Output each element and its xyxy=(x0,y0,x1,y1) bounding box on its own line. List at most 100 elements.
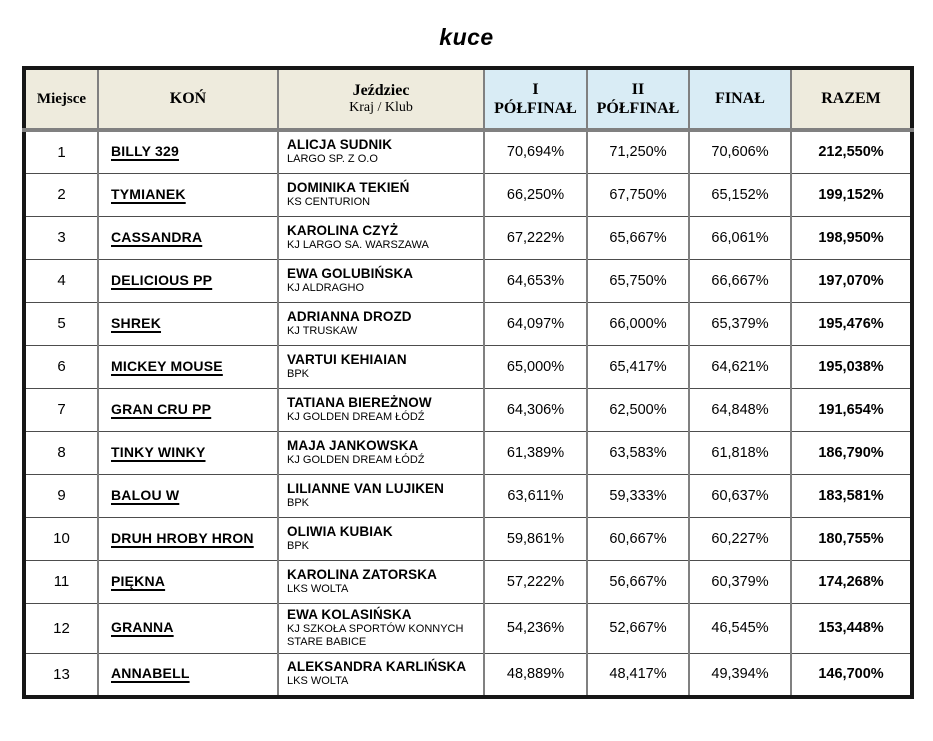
column-header-rider: Jeździec Kraj / Klub xyxy=(277,67,485,132)
score-final: 61,818% xyxy=(688,430,792,475)
rider-cell: ALICJA SUDNIK LARGO SP. Z O.O xyxy=(277,129,485,174)
score-final: 46,545% xyxy=(688,602,792,654)
score-semifinal-2: 67,750% xyxy=(586,172,690,217)
column-header-semifinal-1-label: PÓŁFINAŁ xyxy=(494,100,577,117)
rider-cell: KAROLINA ZATORSKA LKS WOLTA xyxy=(277,559,485,604)
horse-cell: TINKY WINKY xyxy=(97,430,279,475)
score-semifinal-2: 71,250% xyxy=(586,129,690,174)
score-semifinal-2: 65,750% xyxy=(586,258,690,303)
score-total: 146,700% xyxy=(790,653,913,697)
rider-cell: MAJA JANKOWSKA KJ GOLDEN DREAM ŁÓDŹ xyxy=(277,430,485,475)
score-semifinal-2: 66,000% xyxy=(586,301,690,346)
score-total: 153,448% xyxy=(790,602,913,654)
horse-name: GRAN CRU PP xyxy=(111,400,212,417)
horse-cell: SHREK xyxy=(97,301,279,346)
horse-name: BILLY 329 xyxy=(111,143,179,160)
table-row: 9 BALOU W LILIANNE VAN LUJIKEN BPK 63,61… xyxy=(23,473,913,518)
table-row: 13 ANNABELL ALEKSANDRA KARLIŃSKA LKS WOL… xyxy=(23,653,913,697)
horse-name: ANNABELL xyxy=(111,665,190,682)
club-name: KJ TRUSKAW xyxy=(287,324,358,337)
score-final: 60,379% xyxy=(688,559,792,604)
horse-cell: PIĘKNA xyxy=(97,559,279,604)
score-total: 174,268% xyxy=(790,559,913,604)
place-cell: 7 xyxy=(23,387,99,432)
place-cell: 6 xyxy=(23,344,99,389)
score-semifinal-2: 59,333% xyxy=(586,473,690,518)
rider-cell: KAROLINA CZYŻ KJ LARGO SA. WARSZAWA xyxy=(277,215,485,260)
rider-name: DOMINIKA TEKIEŃ xyxy=(287,179,410,195)
horse-cell: GRANNA xyxy=(97,602,279,654)
rider-cell: DOMINIKA TEKIEŃ KS CENTURION xyxy=(277,172,485,217)
rider-name: LILIANNE VAN LUJIKEN xyxy=(287,480,445,496)
club-name: BPK xyxy=(287,539,310,552)
rider-cell: ALEKSANDRA KARLIŃSKA LKS WOLTA xyxy=(277,653,485,697)
horse-name: TINKY WINKY xyxy=(111,443,206,460)
score-final: 64,848% xyxy=(688,387,792,432)
score-semifinal-2: 63,583% xyxy=(586,430,690,475)
rider-name: OLIWIA KUBIAK xyxy=(287,523,393,539)
score-semifinal-2: 65,417% xyxy=(586,344,690,389)
table-row: 8 TINKY WINKY MAJA JANKOWSKA KJ GOLDEN D… xyxy=(23,430,913,475)
club-name: KJ GOLDEN DREAM ŁÓDŹ xyxy=(287,453,425,466)
horse-cell: CASSANDRA xyxy=(97,215,279,260)
score-final: 65,379% xyxy=(688,301,792,346)
score-semifinal-1: 64,097% xyxy=(483,301,588,346)
table-row: 6 MICKEY MOUSE VARTUI KEHIAIAN BPK 65,00… xyxy=(23,344,913,389)
rider-name: VARTUI KEHIAIAN xyxy=(287,351,407,367)
score-semifinal-2: 65,667% xyxy=(586,215,690,260)
horse-name: DRUH HROBY HRON xyxy=(111,529,254,546)
horse-name: SHREK xyxy=(111,314,162,331)
score-final: 65,152% xyxy=(688,172,792,217)
rider-cell: EWA GOLUBIŃSKA KJ ALDRAGHO xyxy=(277,258,485,303)
score-semifinal-2: 48,417% xyxy=(586,653,690,697)
club-name: LKS WOLTA xyxy=(287,582,349,595)
table-row: 2 TYMIANEK DOMINIKA TEKIEŃ KS CENTURION … xyxy=(23,172,913,217)
place-cell: 3 xyxy=(23,215,99,260)
club-name: LKS WOLTA xyxy=(287,675,349,688)
results-body: 1 BILLY 329 ALICJA SUDNIK LARGO SP. Z O.… xyxy=(23,129,913,697)
score-total: 197,070% xyxy=(790,258,913,303)
place-cell: 13 xyxy=(23,653,99,697)
table-row: 5 SHREK ADRIANNA DROZD KJ TRUSKAW 64,097… xyxy=(23,301,913,346)
score-total: 199,152% xyxy=(790,172,913,217)
horse-name: CASSANDRA xyxy=(111,228,203,245)
table-row: 11 PIĘKNA KAROLINA ZATORSKA LKS WOLTA 57… xyxy=(23,559,913,604)
table-row: 7 GRAN CRU PP TATIANA BIEREŻNOW KJ GOLDE… xyxy=(23,387,913,432)
score-semifinal-1: 67,222% xyxy=(483,215,588,260)
table-row: 1 BILLY 329 ALICJA SUDNIK LARGO SP. Z O.… xyxy=(23,129,913,174)
column-header-semifinal-1-number: I xyxy=(532,80,539,98)
rider-name: MAJA JANKOWSKA xyxy=(287,437,419,453)
rider-name: KAROLINA ZATORSKA xyxy=(287,566,437,582)
column-header-horse: KOŃ xyxy=(97,67,279,132)
column-header-place: Miejsce xyxy=(23,67,99,132)
rider-name: ADRIANNA DROZD xyxy=(287,308,412,324)
horse-cell: ANNABELL xyxy=(97,653,279,697)
score-total: 180,755% xyxy=(790,516,913,561)
score-total: 195,476% xyxy=(790,301,913,346)
score-total: 195,038% xyxy=(790,344,913,389)
horse-name: DELICIOUS PP xyxy=(111,271,213,288)
rider-cell: ADRIANNA DROZD KJ TRUSKAW xyxy=(277,301,485,346)
table-row: 12 GRANNA EWA KOLASIŃSKA KJ SZKOŁA SPORT… xyxy=(23,602,913,654)
rider-cell: LILIANNE VAN LUJIKEN BPK xyxy=(277,473,485,518)
column-header-semifinal-2-number: II xyxy=(631,80,645,98)
place-cell: 4 xyxy=(23,258,99,303)
horse-name: MICKEY MOUSE xyxy=(111,357,223,374)
score-semifinal-2: 62,500% xyxy=(586,387,690,432)
score-semifinal-1: 63,611% xyxy=(483,473,588,518)
score-final: 66,061% xyxy=(688,215,792,260)
place-cell: 11 xyxy=(23,559,99,604)
score-semifinal-1: 48,889% xyxy=(483,653,588,697)
column-header-rider-title: Jeździec xyxy=(352,82,410,99)
table-header: Miejsce KOŃ Jeździec Kraj / Klub I PÓŁFI… xyxy=(23,67,913,132)
rider-name: ALEKSANDRA KARLIŃSKA xyxy=(287,659,467,675)
club-name: LARGO SP. Z O.O xyxy=(287,153,378,166)
score-final: 66,667% xyxy=(688,258,792,303)
horse-cell: DRUH HROBY HRON xyxy=(97,516,279,561)
score-total: 183,581% xyxy=(790,473,913,518)
score-total: 191,654% xyxy=(790,387,913,432)
rider-name: TATIANA BIEREŻNOW xyxy=(287,394,432,410)
page-title: kuce xyxy=(439,24,494,50)
club-name: KS CENTURION xyxy=(287,195,371,208)
place-cell: 9 xyxy=(23,473,99,518)
